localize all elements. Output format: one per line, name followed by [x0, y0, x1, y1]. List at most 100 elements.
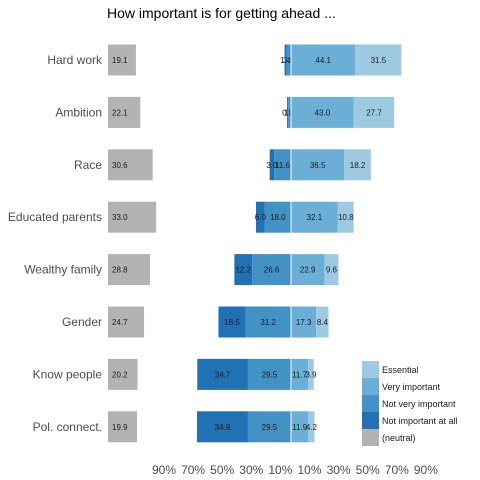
legend-label-not-important-at-all: Not important at all	[382, 416, 458, 426]
category-label-know-people: Know people	[33, 367, 103, 381]
x-tick-4: 10%	[268, 463, 292, 477]
label-not-important-at-all-know-people: 34.7	[215, 370, 231, 379]
bar-neutral-wealthy-family	[108, 254, 151, 286]
label-neutral-gender: 24.7	[112, 318, 128, 327]
label-essential-race: 18.2	[350, 161, 366, 170]
label-not-very-important-hard-work: 3.0	[283, 56, 295, 65]
label-not-important-at-all-wealthy-family: 12.2	[235, 266, 251, 275]
label-essential-wealthy-family: 9.6	[326, 266, 338, 275]
label-essential-know-people: 3.9	[305, 370, 317, 379]
bar-very-important-ambition	[291, 96, 354, 128]
legend-swatch-neutral	[362, 429, 379, 446]
category-label-pol-connect: Pol. connect.	[33, 420, 102, 434]
bar-not-very-important-race	[274, 149, 291, 181]
legend: Essential Very important Not very importan…	[362, 361, 458, 446]
bar-not-important-at-all-pol-connect	[196, 411, 248, 443]
label-neutral-educated-parents: 33.0	[112, 213, 128, 222]
label-essential-ambition: 27.7	[366, 108, 382, 117]
bar-very-important-educated-parents	[291, 201, 338, 233]
bar-neutral-educated-parents	[108, 201, 157, 233]
bar-very-important-gender	[291, 306, 317, 338]
bar-essential-educated-parents	[337, 201, 354, 233]
bar-not-important-at-all-gender	[218, 306, 246, 338]
label-not-important-at-all-race: 3.0	[266, 161, 278, 170]
bar-essential-know-people	[308, 358, 314, 390]
bar-not-very-important-educated-parents	[264, 201, 291, 233]
bar-essential-ambition	[353, 96, 395, 128]
bar-not-important-at-all-educated-parents	[255, 201, 265, 233]
x-tick-9: 90%	[414, 463, 438, 477]
label-essential-pol-connect: 4.2	[306, 423, 318, 432]
bar-not-very-important-wealthy-family	[252, 254, 291, 286]
x-tick-2: 50%	[210, 463, 234, 477]
label-very-important-wealthy-family: 22.9	[300, 266, 316, 275]
neutral-bars: 19.1 22.1 30.6 33.0 28.8 24.7 20.2 19.9	[108, 44, 157, 443]
legend-swatch-not-important-at-all	[362, 412, 379, 429]
bar-essential-race	[344, 149, 371, 181]
bar-neutral-ambition	[108, 96, 141, 128]
label-neutral-hard-work: 19.1	[112, 56, 128, 65]
bar-not-very-important-hard-work	[286, 44, 291, 76]
bar-very-important-wealthy-family	[291, 254, 325, 286]
label-neutral-wealthy-family: 28.8	[112, 266, 128, 275]
bar-not-very-important-pol-connect	[247, 411, 291, 443]
label-not-important-at-all-pol-connect: 34.9	[215, 423, 231, 432]
bar-not-very-important-ambition	[288, 96, 291, 128]
label-neutral-know-people: 20.2	[112, 370, 128, 379]
category-label-gender: Gender	[62, 315, 102, 329]
bar-not-important-at-all-race	[269, 149, 275, 181]
legend-swatch-very-important	[362, 378, 379, 395]
bar-not-very-important-know-people	[247, 358, 291, 390]
label-essential-educated-parents: 10.8	[338, 213, 354, 222]
legend-swatch-not-very-important	[362, 395, 379, 412]
label-neutral-race: 30.6	[112, 161, 128, 170]
x-tick-3: 30%	[239, 463, 263, 477]
category-label-wealthy-family: Wealthy family	[24, 263, 102, 277]
label-very-important-ambition: 43.0	[315, 108, 331, 117]
bar-very-important-hard-work	[291, 44, 356, 76]
x-tick-5: 10%	[297, 463, 321, 477]
label-very-important-educated-parents: 32.1	[307, 213, 323, 222]
label-not-very-important-ambition: 1.9	[284, 108, 296, 117]
bar-not-important-at-all-hard-work	[284, 44, 287, 76]
bar-neutral-pol-connect	[108, 411, 138, 443]
label-not-very-important-educated-parents: 18.0	[270, 213, 286, 222]
x-tick-0: 90%	[152, 463, 176, 477]
bar-very-important-race	[291, 149, 345, 181]
category-label-ambition: Ambition	[55, 105, 102, 119]
chart-title: How important is for getting ahead ...	[107, 5, 336, 21]
bar-essential-pol-connect	[308, 411, 315, 443]
x-tick-8: 70%	[385, 463, 409, 477]
stacked-bars: 3.01.4 44.1 31.51.90.8 43.0 27.711.63.0 36.5 1…	[196, 44, 402, 443]
label-very-important-race: 36.5	[310, 161, 326, 170]
bar-very-important-pol-connect	[291, 411, 309, 443]
bar-not-important-at-all-wealthy-family	[234, 254, 253, 286]
bar-neutral-hard-work	[108, 44, 136, 76]
bar-essential-gender	[316, 306, 329, 338]
label-neutral-ambition: 22.1	[112, 108, 128, 117]
label-essential-gender: 8.4	[317, 318, 329, 327]
label-not-important-at-all-ambition: 0.8	[282, 108, 294, 117]
bar-essential-hard-work	[355, 44, 402, 76]
label-not-very-important-wealthy-family: 26.6	[264, 266, 280, 275]
label-very-important-hard-work: 44.1	[315, 56, 331, 65]
bar-not-important-at-all-know-people	[197, 358, 248, 390]
label-not-important-at-all-hard-work: 1.4	[280, 56, 292, 65]
bar-essential-wealthy-family	[324, 254, 339, 286]
label-not-very-important-pol-connect: 29.5	[262, 423, 278, 432]
bar-very-important-know-people	[291, 358, 309, 390]
legend-label-essential: Essential	[382, 365, 419, 375]
legend-swatch-essential	[362, 361, 379, 378]
label-very-important-know-people: 11.7	[292, 370, 308, 379]
label-not-very-important-gender: 31.2	[260, 318, 276, 327]
label-not-important-at-all-gender: 18.5	[224, 318, 240, 327]
label-very-important-pol-connect: 11.9	[292, 423, 308, 432]
category-label-educated-parents: Educated parents	[8, 210, 102, 224]
label-neutral-pol-connect: 19.9	[112, 423, 128, 432]
label-not-very-important-race: 11.6	[275, 161, 291, 170]
x-axis-ticks: 90% 70% 50% 30% 10% 10% 30% 50% 70% 90%	[152, 463, 438, 477]
x-tick-6: 30%	[327, 463, 351, 477]
legend-label-not-very-important: Not very important	[382, 399, 456, 409]
bar-not-important-at-all-ambition	[287, 96, 289, 128]
bar-neutral-know-people	[108, 358, 138, 390]
